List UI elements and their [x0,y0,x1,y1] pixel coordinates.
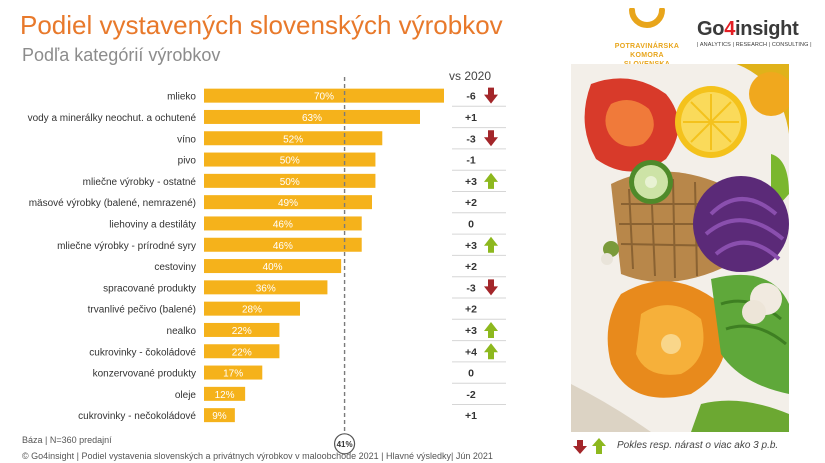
category-label: trvanlivé pečivo (balené) [88,305,196,316]
bar-value-label: 50% [280,156,300,167]
bar [204,365,263,380]
bar [204,88,444,103]
pk-logo-line1: POTRAVINÁRSKA [614,43,680,50]
bar [204,109,420,124]
bar-value-label: 63% [302,113,322,124]
up-arrow-icon [484,172,498,189]
pk-logo-line2: KOMORA [630,52,664,59]
change-value: 0 [468,218,474,230]
category-label: cukrovinky - nečokoládové [78,411,196,422]
bar [204,280,328,295]
up-arrow-icon [484,236,498,253]
change-value: +2 [465,304,477,316]
change-value: -3 [466,282,475,294]
bar [204,322,280,337]
bar [204,408,235,423]
vegetables-photo [571,64,789,432]
change-value: -6 [466,91,475,103]
change-column-header: vs 2020 [449,69,492,83]
change-value: +3 [465,176,477,188]
potravinarska-komora-logo: POTRAVINÁRSKA KOMORA SLOVENSKA [608,8,686,70]
change-value: +3 [465,240,477,252]
bar-chart: mlieko 70% -6 vody a minerálky neochut. a o… [28,77,506,455]
change-value: 0 [468,368,474,380]
legend-down-arrow-icon [573,440,587,454]
bar-value-label: 46% [273,241,293,252]
chart-title: Podiel vystavených slovenských výrobkov [20,10,503,40]
bar [204,152,376,167]
bar [204,131,383,146]
go4insight-logo: Go4insight | ANALYTICS | RESEARCH | CONS… [697,18,817,48]
change-value: -1 [466,155,475,167]
down-arrow-icon [484,279,498,296]
category-label: liehoviny a destiláty [109,219,196,230]
category-label: spracované produkty [103,283,196,294]
g4-logo-go: Go [697,18,725,40]
bar-value-label: 50% [280,177,300,188]
category-label: konzervované produkty [93,369,196,380]
pk-logo-arc-icon [629,8,665,28]
category-label: nealko [167,326,197,337]
legend-text: Pokles resp. nárast o viac ako 3 p.b. [617,440,779,451]
bar [204,237,362,252]
g4-logo-four: 4 [724,18,736,40]
bar [204,195,372,210]
change-value: +2 [465,261,477,273]
bar [204,216,362,231]
bar-value-label: 49% [278,198,298,209]
average-label: 41% [337,440,353,449]
average-marker [333,433,356,455]
change-value: -3 [466,133,475,145]
bar [204,259,342,274]
down-arrow-icon [484,130,498,147]
category-label: cestoviny [154,262,196,273]
footnote-base: Báza | N=360 predajní [22,435,112,445]
down-arrow-icon [484,87,498,104]
bar-value-label: 40% [263,262,283,273]
up-arrow-icon [484,343,498,360]
g4-logo-tagline: | ANALYTICS | RESEARCH | CONSULTING | [697,42,812,48]
category-label: oleje [175,390,197,401]
bar-value-label: 28% [242,305,262,316]
legend-arrows [573,438,606,454]
up-arrow-icon [484,321,498,338]
bar-value-label: 17% [223,369,243,380]
category-label: vody a minerálky neochut. a ochutené [28,113,197,124]
change-value: -2 [466,389,475,401]
bar-value-label: 52% [283,134,303,145]
change-value: +1 [465,410,477,422]
category-label: cukrovinky - čokoládové [89,347,196,358]
bar-value-label: 36% [256,283,276,294]
bar-value-label: 22% [232,326,252,337]
bar [204,301,300,316]
footnote-source: © Go4insight | Podiel vystavenia slovens… [22,451,493,461]
bar-value-label: 22% [232,347,252,358]
chart-subtitle: Podľa kategórií výrobkov [22,45,221,65]
bar [204,173,376,188]
change-value: +3 [465,325,477,337]
category-label: víno [177,134,196,145]
category-label: mlieko [167,92,196,103]
category-label: mliečne výrobky - ostatné [83,177,197,188]
bar-value-label: 70% [314,92,334,103]
change-value: +4 [465,346,477,358]
g4-logo-insight: insight [735,18,799,40]
bar-value-label: 9% [212,411,227,422]
category-label: mliečne výrobky - prírodné syry [57,241,196,252]
bar-value-label: 46% [273,219,293,230]
bar [204,386,246,401]
category-label: pivo [178,156,197,167]
bar-value-label: 12% [215,390,235,401]
change-value: +1 [465,112,477,124]
bar [204,344,280,359]
change-value: +2 [465,197,477,209]
legend-up-arrow-icon [592,438,606,454]
category-label: mäsové výrobky (balené, nemrazené) [29,198,196,209]
